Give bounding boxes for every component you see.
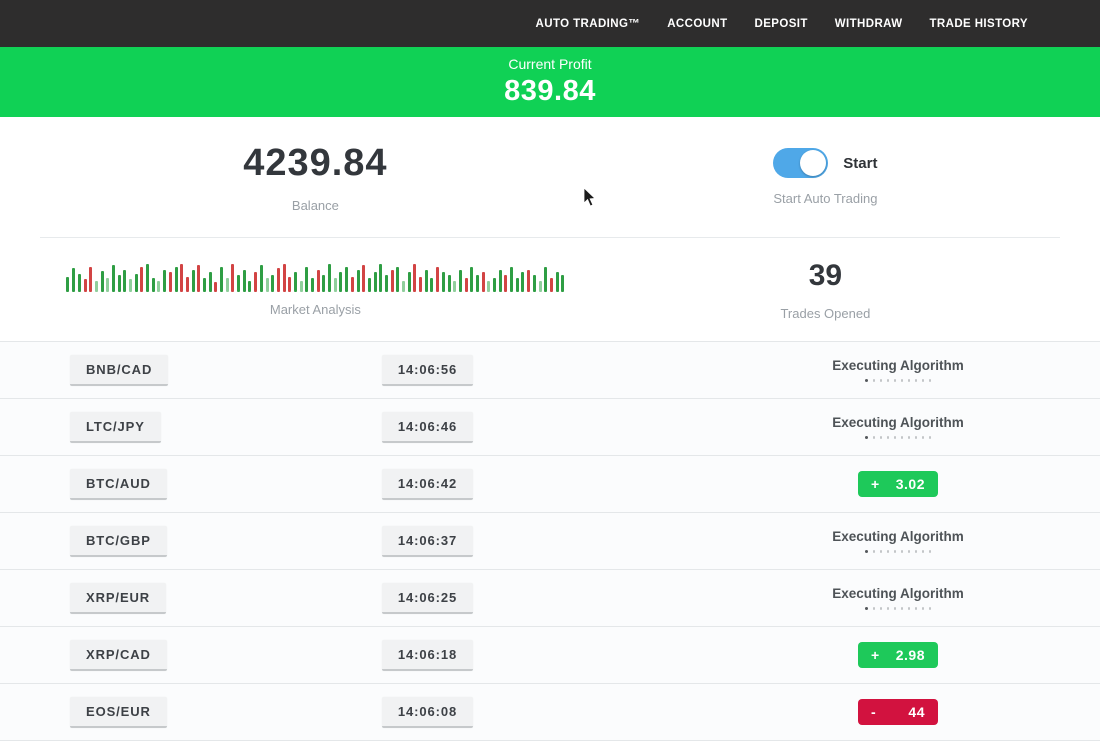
result-badge: + 2.98 <box>858 642 938 668</box>
nav-item-account[interactable]: ACCOUNT <box>667 17 728 30</box>
nav-item-trade-history[interactable]: TRADE HISTORY <box>929 17 1028 30</box>
trade-row: XRP/CAD 14:06:18 + 2.98 <box>0 626 1100 683</box>
current-profit-label: Current Profit <box>508 56 592 72</box>
progress-dots <box>864 378 932 383</box>
balance-block: 4239.84 Balance <box>40 117 591 237</box>
nav-item-deposit[interactable]: DEPOSIT <box>754 17 808 30</box>
trades-opened-value: 39 <box>808 258 843 292</box>
progress-dots <box>864 435 932 440</box>
auto-trading-block: Start Start Auto Trading <box>591 117 1060 237</box>
balance-label: Balance <box>291 197 339 213</box>
trade-row: EOS/EUR 14:06:08 - 44 <box>0 683 1100 741</box>
pair-badge: LTC/JPY <box>70 411 161 443</box>
executing-algorithm-label: Executing Algorithm <box>832 357 964 373</box>
result-sign: + <box>871 647 880 663</box>
balance-value: 4239.84 <box>243 141 388 184</box>
result-value: 44 <box>908 704 925 720</box>
trades-opened-label: Trades Opened <box>780 305 871 321</box>
result-value: 3.02 <box>895 476 925 492</box>
auto-trading-label: Start Auto Trading <box>773 191 878 206</box>
pair-badge: BTC/AUD <box>70 468 167 500</box>
trade-row: XRP/EUR 14:06:25 Executing Algorithm <box>0 569 1100 626</box>
result-badge: - 44 <box>858 699 938 725</box>
progress-dots <box>864 549 932 554</box>
market-analysis-chart <box>66 262 565 292</box>
executing-algorithm-label: Executing Algorithm <box>832 528 964 544</box>
stats-section: 4239.84 Balance Start Start Auto Trading… <box>0 117 1100 341</box>
pair-badge: BTC/GBP <box>70 525 167 557</box>
pair-badge: XRP/EUR <box>70 582 167 614</box>
toggle-state-label: Start <box>843 154 878 172</box>
time-badge: 14:06:18 <box>381 639 474 671</box>
result-badge: + 3.02 <box>858 471 938 497</box>
current-profit-banner: Current Profit 839.84 <box>0 47 1100 117</box>
result-value: 2.98 <box>895 647 925 663</box>
top-navigation-bar: AUTO TRADING™ ACCOUNT DEPOSIT WITHDRAW T… <box>0 0 1100 47</box>
executing-algorithm-label: Executing Algorithm <box>832 414 964 430</box>
market-analysis-block: Market Analysis <box>40 238 591 341</box>
progress-dots <box>864 606 932 611</box>
trade-row: BNB/CAD 14:06:56 Executing Algorithm <box>0 341 1100 398</box>
time-badge: 14:06:56 <box>381 354 474 386</box>
pair-badge: BNB/CAD <box>70 354 169 386</box>
trade-row: BTC/GBP 14:06:37 Executing Algorithm <box>0 512 1100 569</box>
trades-opened-block: 39 Trades Opened <box>591 238 1060 341</box>
toggle-knob <box>800 150 827 176</box>
trade-row: LTC/JPY 14:06:46 Executing Algorithm <box>0 398 1100 455</box>
trade-row: BTC/AUD 14:06:42 + 3.02 <box>0 455 1100 512</box>
trades-list: BNB/CAD 14:06:56 Executing Algorithm LTC… <box>0 341 1100 741</box>
time-badge: 14:06:46 <box>381 411 474 443</box>
nav-item-auto-trading[interactable]: AUTO TRADING™ <box>535 17 641 30</box>
time-badge: 14:06:25 <box>381 582 474 614</box>
current-profit-value: 839.84 <box>504 75 596 107</box>
executing-algorithm-label: Executing Algorithm <box>832 585 964 601</box>
market-analysis-label: Market Analysis <box>269 302 361 317</box>
auto-trading-toggle[interactable] <box>773 148 829 178</box>
time-badge: 14:06:08 <box>381 696 474 728</box>
nav-item-withdraw[interactable]: WITHDRAW <box>834 17 903 30</box>
pair-badge: EOS/EUR <box>70 696 167 728</box>
pair-badge: XRP/CAD <box>70 639 167 671</box>
result-sign: - <box>871 704 877 720</box>
time-badge: 14:06:42 <box>381 468 474 500</box>
time-badge: 14:06:37 <box>381 525 474 557</box>
result-sign: + <box>871 476 880 492</box>
